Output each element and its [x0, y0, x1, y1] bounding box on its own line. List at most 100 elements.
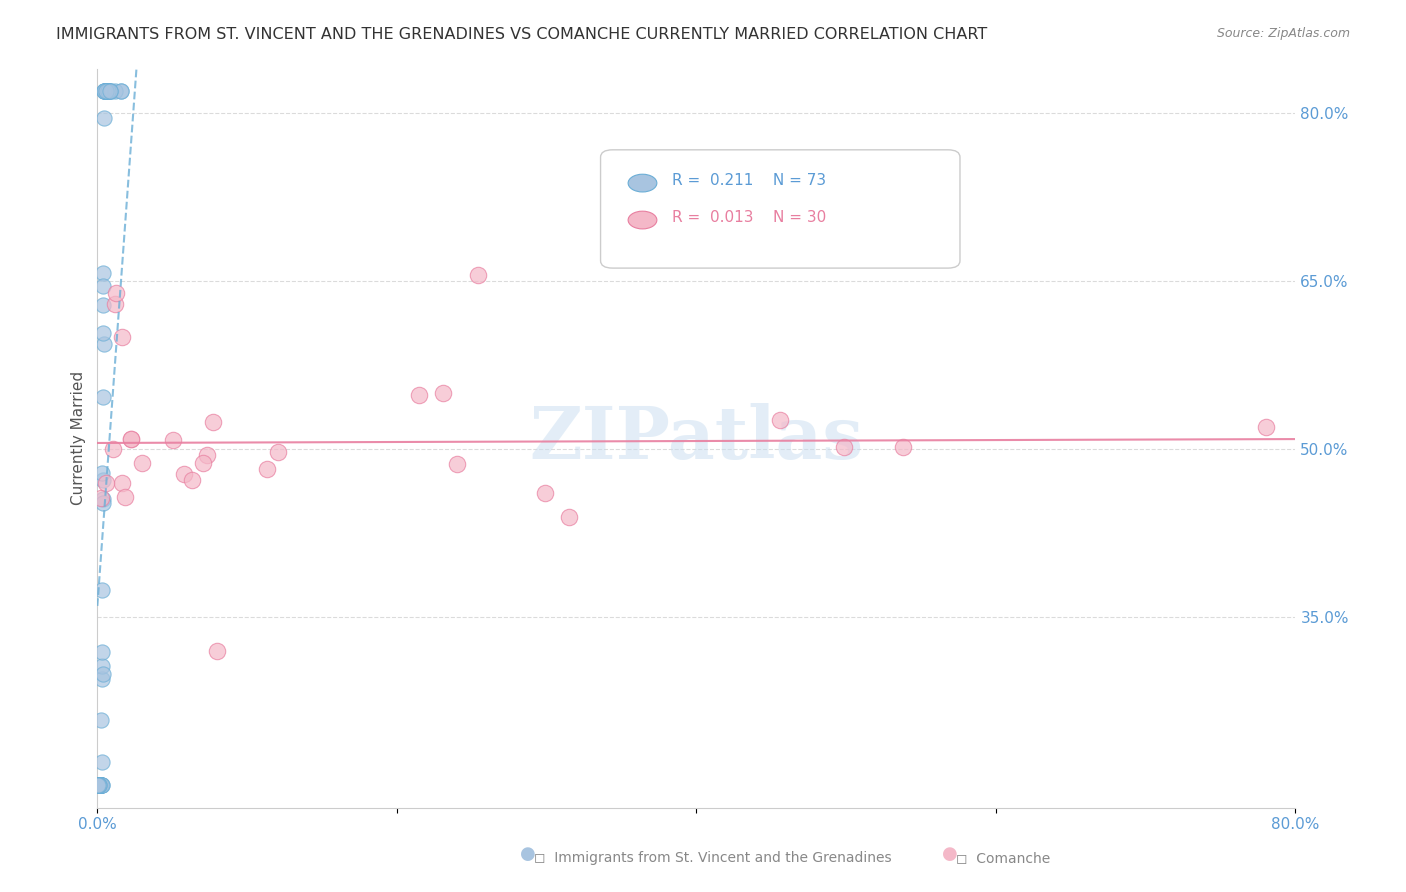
Point — [90, 778, 112, 792]
Point — [131, 456, 153, 470]
Point — [100, 84, 122, 98]
Point — [89, 778, 111, 792]
Y-axis label: Currently Married: Currently Married — [72, 371, 86, 505]
Text: R =  0.211    N = 73: R = 0.211 N = 73 — [672, 173, 827, 188]
Point — [111, 475, 134, 490]
Point — [94, 84, 117, 98]
Point — [267, 445, 290, 459]
Point — [173, 467, 195, 482]
Point — [90, 778, 112, 792]
Text: IMMIGRANTS FROM ST. VINCENT AND THE GRENADINES VS COMANCHE CURRENTLY MARRIED COR: IMMIGRANTS FROM ST. VINCENT AND THE GREN… — [56, 27, 987, 42]
Point — [93, 337, 115, 351]
Point — [87, 778, 110, 792]
Point — [97, 84, 120, 98]
Point — [90, 778, 112, 792]
Point — [91, 473, 114, 487]
Text: ZIPatlas: ZIPatlas — [529, 402, 863, 474]
Point — [120, 432, 142, 446]
Point — [98, 84, 121, 98]
Point — [98, 84, 121, 98]
Point — [87, 778, 110, 792]
Point — [93, 111, 115, 125]
Point — [91, 266, 114, 280]
Point — [90, 778, 112, 792]
Point — [90, 582, 112, 597]
Point — [94, 84, 117, 98]
Point — [87, 778, 110, 792]
Point — [90, 645, 112, 659]
Point — [90, 659, 112, 673]
Point — [105, 285, 128, 300]
Point — [256, 461, 278, 475]
Point — [89, 778, 111, 792]
Point — [91, 496, 114, 510]
Point — [87, 778, 110, 792]
Point — [104, 84, 127, 98]
Point — [91, 672, 114, 686]
Point — [467, 268, 489, 282]
Point — [90, 713, 112, 727]
Point — [195, 448, 218, 462]
Point — [89, 778, 111, 792]
Point — [162, 433, 184, 447]
Point — [89, 778, 111, 792]
Point — [90, 778, 112, 792]
Point — [93, 84, 115, 98]
Point — [94, 475, 117, 490]
Point — [193, 456, 215, 470]
Point — [89, 778, 111, 792]
Point — [97, 84, 120, 98]
Point — [94, 84, 117, 98]
Point — [202, 415, 225, 429]
Point — [87, 778, 110, 792]
Point — [111, 330, 134, 344]
Point — [87, 778, 110, 792]
FancyBboxPatch shape — [600, 150, 960, 268]
Point — [205, 644, 228, 658]
Point — [104, 296, 127, 310]
Point — [87, 778, 110, 792]
Point — [97, 84, 120, 98]
Point — [91, 390, 114, 404]
Point — [446, 457, 468, 471]
Point — [90, 491, 112, 505]
Point — [90, 778, 112, 792]
Point — [90, 778, 112, 792]
Point — [90, 778, 112, 792]
Point — [91, 467, 114, 481]
Text: ◻  Immigrants from St. Vincent and the Grenadines: ◻ Immigrants from St. Vincent and the Gr… — [534, 851, 891, 865]
Circle shape — [628, 174, 657, 192]
Point — [181, 473, 204, 487]
Text: ◻  Comanche: ◻ Comanche — [956, 851, 1050, 865]
Point — [89, 778, 111, 792]
Point — [94, 84, 117, 98]
Point — [87, 778, 110, 792]
Point — [432, 386, 454, 401]
Point — [832, 440, 855, 454]
Point — [91, 326, 114, 340]
Point — [94, 84, 117, 98]
Point — [87, 778, 110, 792]
Text: Source: ZipAtlas.com: Source: ZipAtlas.com — [1216, 27, 1350, 40]
Text: ●: ● — [520, 846, 536, 863]
Point — [87, 778, 110, 792]
Point — [90, 778, 112, 792]
Point — [1254, 420, 1277, 434]
Point — [98, 84, 121, 98]
Point — [91, 297, 114, 311]
Point — [91, 279, 114, 293]
Point — [91, 667, 114, 681]
Point — [90, 778, 112, 792]
Point — [87, 778, 110, 792]
Point — [769, 413, 792, 427]
Point — [89, 778, 111, 792]
Point — [110, 84, 132, 98]
Point — [114, 491, 136, 505]
Point — [534, 486, 557, 500]
Point — [94, 84, 117, 98]
Circle shape — [628, 211, 657, 229]
Point — [93, 491, 115, 506]
Point — [90, 778, 112, 792]
Point — [90, 778, 112, 792]
Point — [408, 387, 430, 401]
